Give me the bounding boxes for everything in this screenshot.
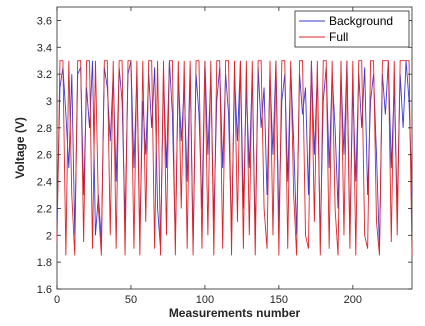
x-tick-label: 50 <box>125 294 137 306</box>
y-tick-label: 1.6 <box>37 284 52 296</box>
legend-label-full: Full <box>329 30 348 44</box>
y-axis-label: Voltage (V) <box>13 117 27 179</box>
series-layer <box>56 60 413 256</box>
y-tick-label: 1.8 <box>37 257 52 269</box>
series-line-full <box>56 60 413 256</box>
legend: Background Full <box>294 10 410 48</box>
y-tick-label: 2.8 <box>37 123 52 135</box>
legend-box <box>294 10 410 48</box>
x-tick-label: 200 <box>344 294 362 306</box>
legend-label-background: Background <box>329 14 393 28</box>
y-tick-label: 2.4 <box>37 177 52 189</box>
y-tick-label: 3 <box>46 96 52 108</box>
y-tick-label: 2.2 <box>37 203 52 215</box>
y-tick-label: 3.6 <box>37 15 52 27</box>
x-tick-label: 100 <box>196 294 214 306</box>
x-axis-label: Measurements number <box>169 306 301 320</box>
plot-area: 0 50 100 150 200 1.6 1.8 2 2.2 2.4 2.6 2.8 3 3.2 3.4 3.… <box>37 6 413 306</box>
plot-frame <box>56 6 413 290</box>
x-tick-label: 150 <box>270 294 288 306</box>
y-tick-label: 2 <box>46 230 52 242</box>
y-tick-label: 2.6 <box>37 150 52 162</box>
ticks-layer: 0 50 100 150 200 1.6 1.8 2 2.2 2.4 2.6 2.8 3 3.2 3.4 3.… <box>37 7 412 306</box>
y-tick-label: 3.4 <box>37 42 52 54</box>
x-tick-label: 0 <box>54 294 60 306</box>
y-tick-label: 3.2 <box>37 69 52 81</box>
labels-layer: Measurements number Voltage (V) <box>13 117 301 320</box>
